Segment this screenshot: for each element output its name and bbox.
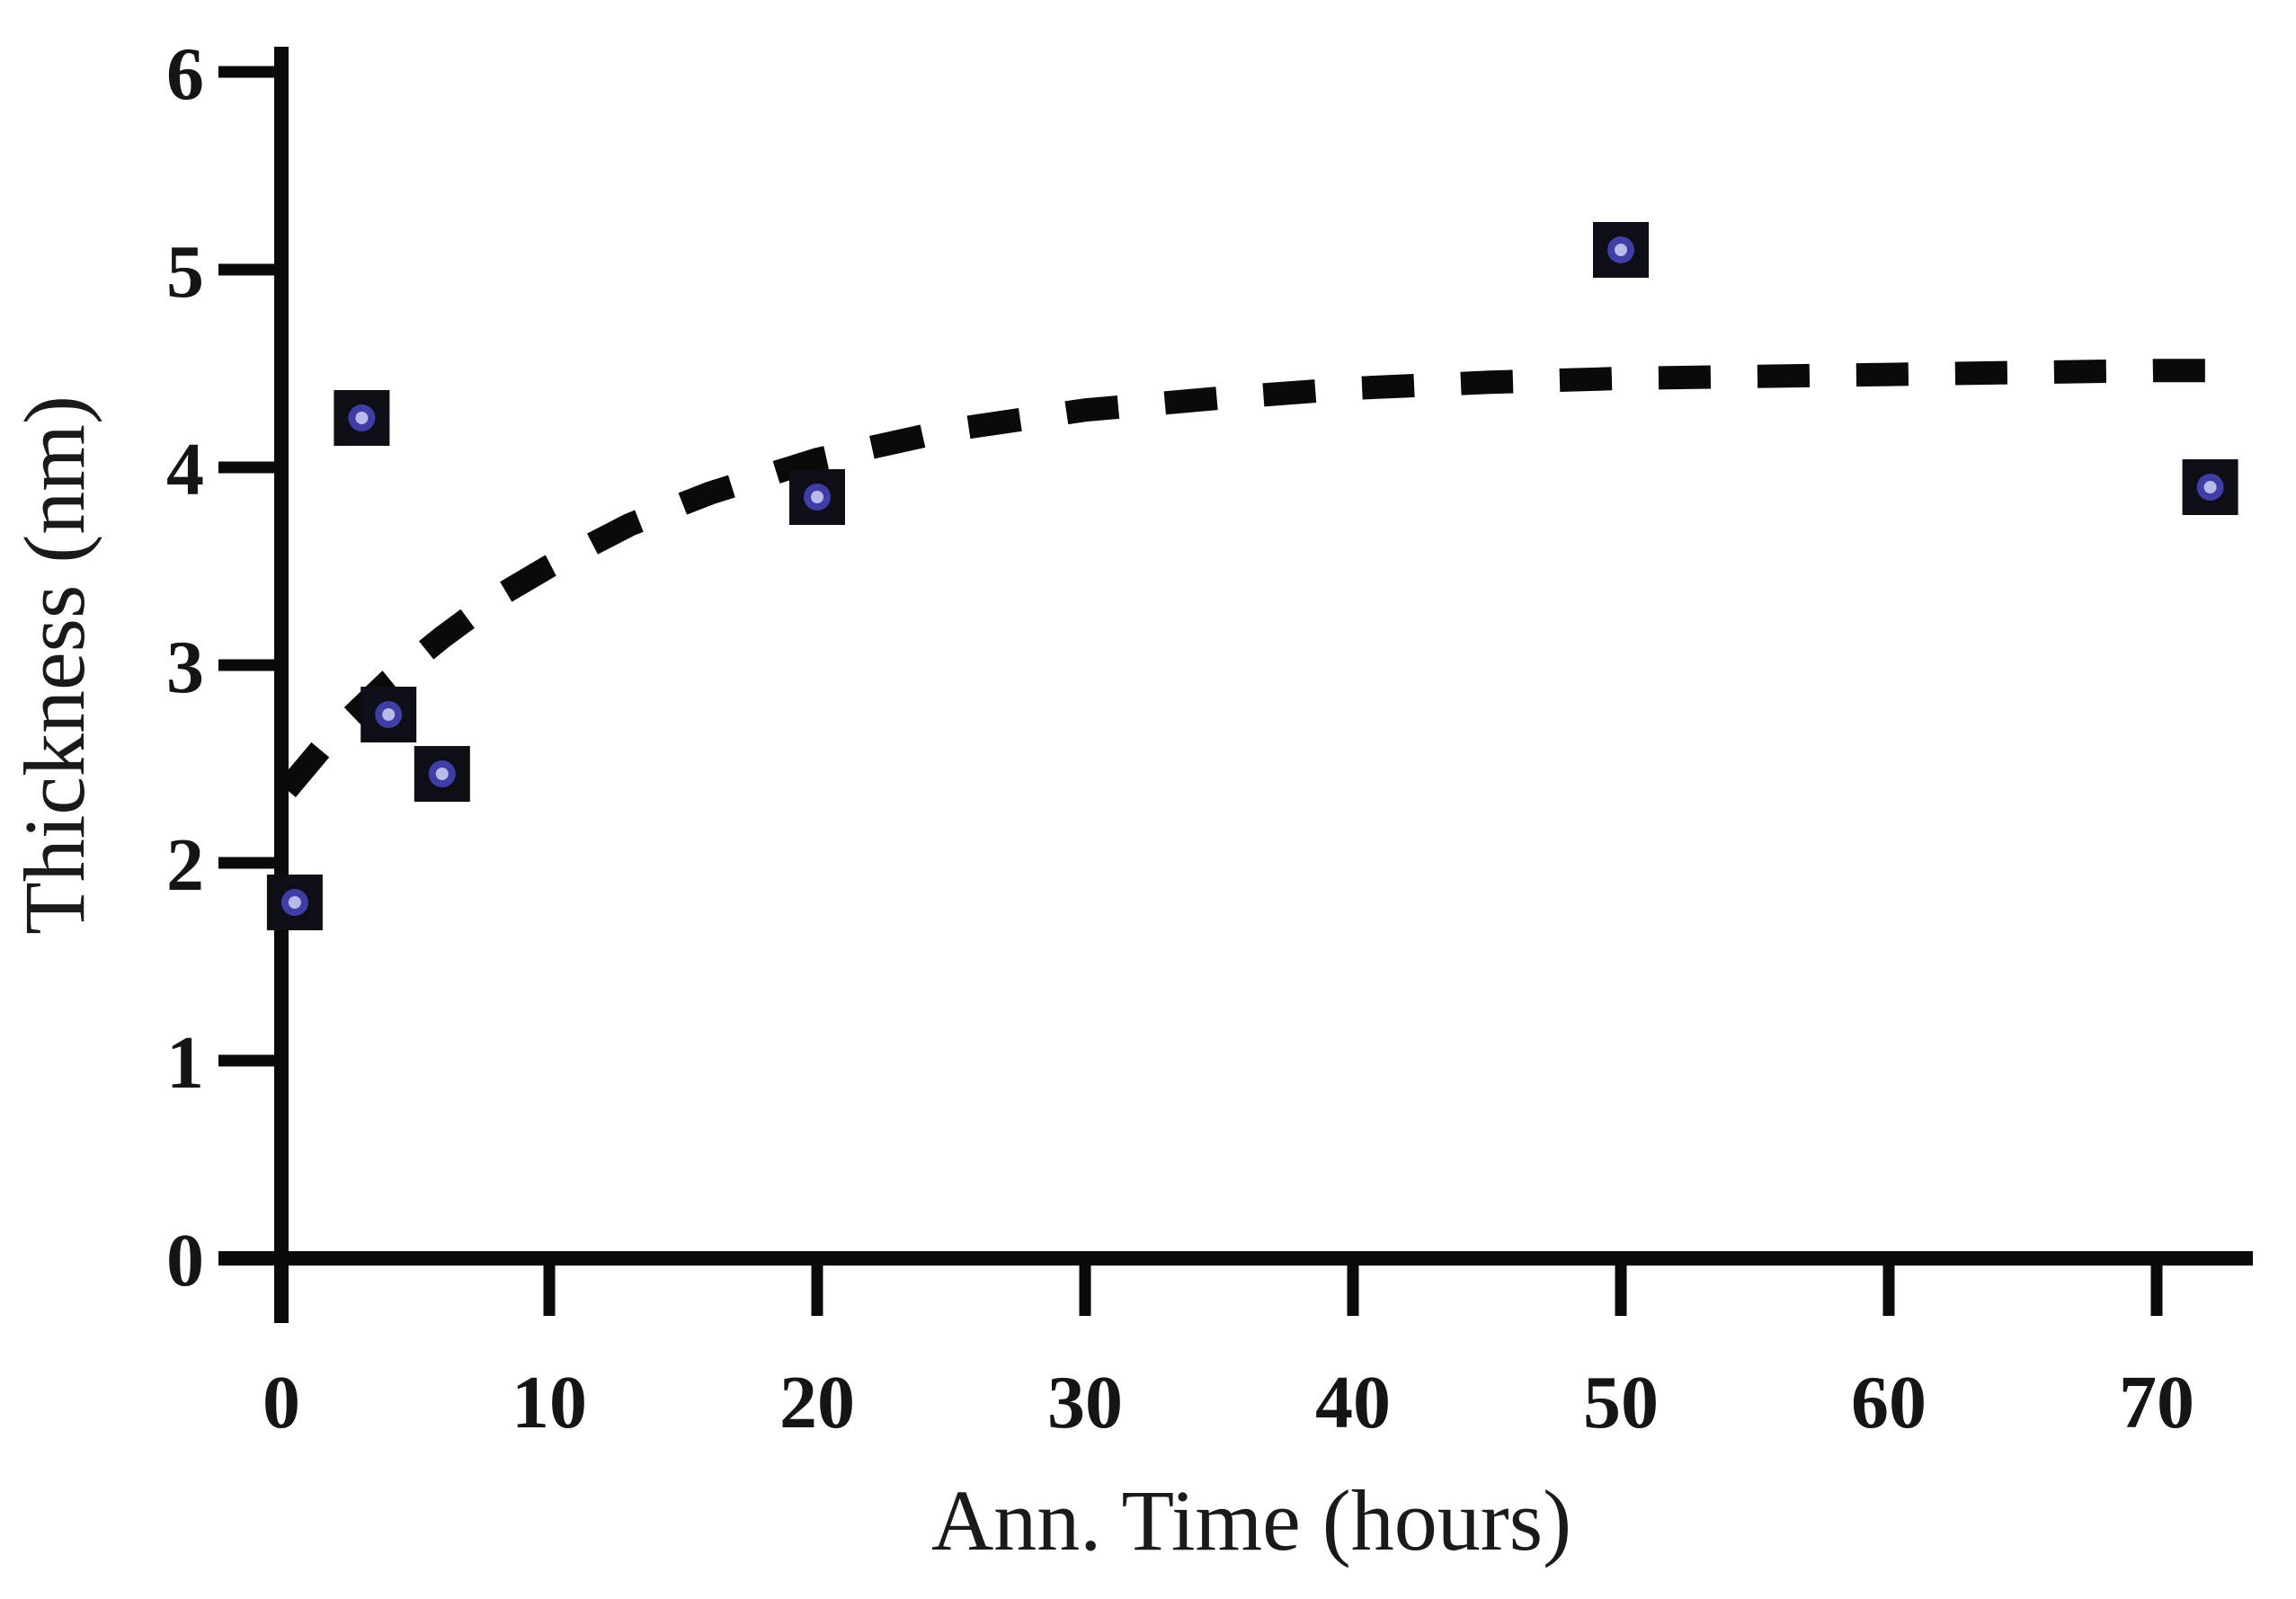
data-point-marker	[789, 469, 845, 525]
scatter-series	[266, 222, 2238, 930]
y-tick-label: 1	[166, 1021, 204, 1105]
x-tick-label: 70	[2119, 1361, 2194, 1444]
y-tick-label: 0	[166, 1219, 204, 1302]
marker-center-dot	[355, 412, 369, 424]
data-point-marker	[266, 875, 323, 930]
data-point-marker	[334, 390, 390, 446]
marker-center-dot	[288, 896, 301, 909]
y-tick-label: 3	[166, 626, 204, 709]
data-point-marker	[414, 746, 470, 802]
x-tick-label: 30	[1047, 1361, 1123, 1444]
x-tick-label: 10	[512, 1361, 587, 1444]
data-point-marker	[360, 687, 417, 742]
y-tick-label: 6	[166, 32, 204, 116]
y-tick-label: 4	[166, 428, 204, 511]
data-point-marker	[2182, 459, 2238, 515]
y-tick-label: 2	[166, 823, 204, 907]
y-tick-label: 5	[166, 230, 204, 314]
fit-curve-path	[278, 359, 2238, 797]
x-axis-title: Ann. Time (hours)	[931, 1472, 1571, 1568]
x-tick-label: 20	[779, 1361, 855, 1444]
y-axis-title: Thickness (nm)	[6, 395, 102, 935]
marker-center-dot	[435, 768, 449, 780]
marker-center-dot	[1615, 244, 1627, 256]
marker-center-dot	[2203, 481, 2217, 493]
marker-center-dot	[811, 491, 823, 503]
fit-curve-series	[278, 359, 2238, 797]
x-tick-label: 0	[263, 1361, 300, 1444]
x-tick-label: 60	[1851, 1361, 1927, 1444]
data-point-marker	[1593, 222, 1649, 278]
x-tick-label: 50	[1583, 1361, 1659, 1444]
x-tick-label: 40	[1315, 1361, 1391, 1444]
marker-center-dot	[382, 708, 396, 721]
